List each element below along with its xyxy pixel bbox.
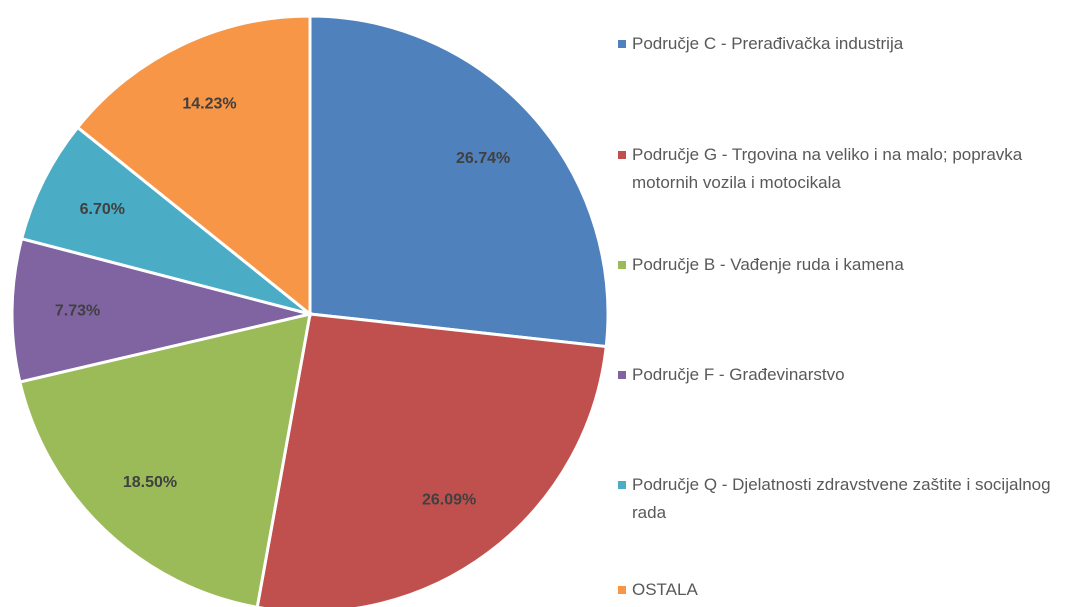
legend-label: Područje G - Trgovina na veliko i na mal…	[632, 145, 1023, 192]
data-label: 26.74%	[456, 150, 510, 167]
pie-slice	[18, 312, 312, 607]
legend-entry: Područje B - Vađenje ruda i kamena	[618, 251, 1063, 279]
pie-slice	[75, 14, 312, 318]
legend-entry: Područje F - Građevinarstvo	[618, 361, 1063, 389]
pie-slice	[308, 14, 610, 349]
legend-swatch	[618, 261, 626, 269]
pie: 26.74% 26.09% 18.50% 7.73% 6.70% 14.23%	[10, 14, 610, 607]
legend-swatch	[618, 371, 626, 379]
legend-swatch	[618, 481, 626, 489]
legend-label: Područje Q - Djelatnosti zdravstvene zaš…	[632, 475, 1051, 522]
pie-slice	[10, 236, 311, 384]
data-label: 18.50%	[123, 474, 177, 491]
data-label: 26.09%	[422, 491, 476, 508]
legend-label: Područje C - Prerađivačka industrija	[632, 34, 904, 53]
data-label: 7.73%	[55, 302, 100, 319]
legend-entry: Područje G - Trgovina na veliko i na mal…	[618, 141, 1063, 197]
legend-label: Područje B - Vađenje ruda i kamena	[632, 255, 904, 274]
pie-slice	[255, 312, 608, 607]
legend-swatch	[618, 586, 626, 594]
legend-label: OSTALA	[632, 580, 698, 599]
legend-swatch	[618, 151, 626, 159]
legend-swatch	[618, 40, 626, 48]
pie-slice	[19, 125, 311, 316]
data-label: 14.23%	[182, 96, 236, 113]
legend-label: Područje F - Građevinarstvo	[632, 365, 845, 384]
legend-entry: Područje Q - Djelatnosti zdravstvene zaš…	[618, 471, 1063, 527]
legend-entry: OSTALA	[618, 576, 1063, 604]
legend-entry: Područje C - Prerađivačka industrija	[618, 30, 1063, 58]
data-label: 6.70%	[80, 201, 125, 218]
